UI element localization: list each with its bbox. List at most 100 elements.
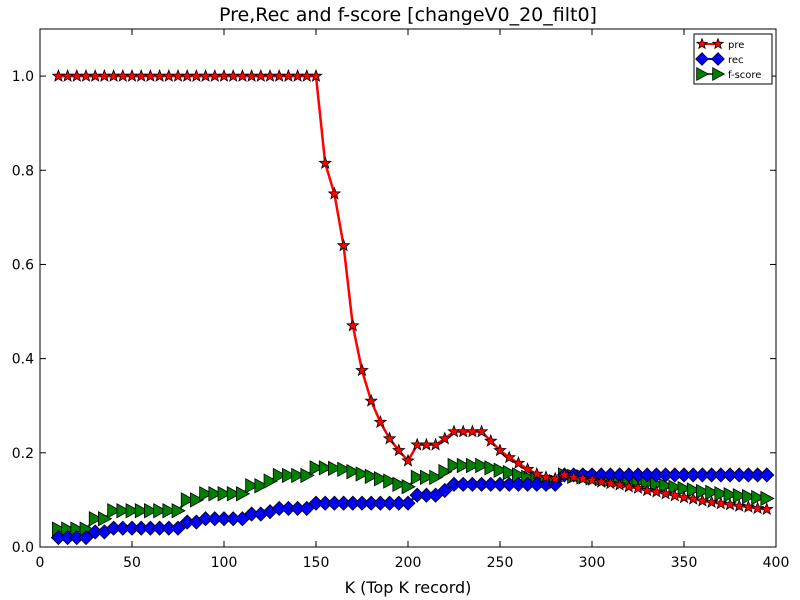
data-point-triangle-right <box>438 463 453 480</box>
data-point-star <box>438 431 452 445</box>
data-point-star <box>327 186 342 200</box>
data-point-triangle-right <box>475 457 490 474</box>
data-point-star <box>382 431 397 445</box>
legend-marker <box>695 52 709 66</box>
data-point-triangle-right <box>447 457 462 474</box>
data-point-star <box>474 424 489 438</box>
data-point-triangle-right <box>162 503 177 519</box>
data-point-triangle-right <box>98 511 113 527</box>
data-point-star <box>714 496 728 510</box>
y-tick-label: 0.2 <box>12 446 34 462</box>
data-point-triangle-right <box>309 460 324 476</box>
axis-ticks <box>39 29 777 548</box>
data-point-triangle-right <box>723 487 738 503</box>
x-tick-label: 300 <box>579 555 606 571</box>
y-tick-labels: 0.0 0.2 0.4 0.6 0.8 1.0 <box>12 69 34 556</box>
data-point-star <box>401 453 415 467</box>
data-point-triangle-right <box>245 478 260 494</box>
data-point-star <box>723 497 737 511</box>
data-point-triangle-right <box>429 469 444 485</box>
x-tick-label: 100 <box>211 555 238 571</box>
data-point-triangle-right <box>374 471 389 487</box>
data-point-star <box>640 483 654 497</box>
legend-marker <box>712 67 726 81</box>
data-point-star <box>612 477 627 491</box>
data-point-triangle-right <box>254 478 269 494</box>
data-point-triangle-right <box>705 484 720 501</box>
data-point-triangle-right <box>392 476 407 493</box>
data-point-star <box>576 471 590 485</box>
data-point-triangle-right <box>484 460 499 476</box>
data-point-triangle-right <box>751 489 766 506</box>
data-point-triangle-right <box>502 464 518 481</box>
data-point-triangle-right <box>355 466 370 482</box>
data-point-triangle-right <box>236 486 251 502</box>
data-point-triangle-right <box>410 469 426 485</box>
data-point-star <box>677 490 691 504</box>
legend-marker <box>696 67 710 81</box>
legend: pre rec f-score <box>693 33 773 85</box>
data-point-star <box>704 495 719 509</box>
data-point-triangle-right <box>364 468 380 485</box>
data-point-star <box>318 156 332 169</box>
data-point-triangle-right <box>88 511 104 527</box>
x-tick-label: 250 <box>487 555 514 571</box>
y-tick-label: 0.4 <box>12 352 34 368</box>
data-point-diamond <box>400 495 416 511</box>
data-point-triangle-right <box>493 462 508 478</box>
data-point-triangle-right <box>171 503 186 519</box>
legend-marker <box>695 37 709 50</box>
data-point-star <box>373 415 388 428</box>
data-point-triangle-right <box>134 503 150 519</box>
data-point-star <box>585 472 599 486</box>
data-point-triangle-right <box>116 503 131 519</box>
data-point-triangle-right <box>272 467 288 484</box>
data-point-star <box>658 486 673 500</box>
data-point-triangle-right <box>466 457 481 474</box>
data-point-star <box>511 456 526 469</box>
x-tick-label: 150 <box>303 555 330 571</box>
data-point-triangle-right <box>696 483 711 500</box>
data-point-triangle-right <box>144 503 159 519</box>
data-point-triangle-right <box>420 469 435 485</box>
data-point-star <box>566 470 581 484</box>
x-tick-label: 200 <box>395 555 422 571</box>
data-point-triangle-right <box>282 467 297 484</box>
data-point-star <box>732 498 746 512</box>
legend-label: rec <box>728 55 744 66</box>
data-point-triangle-right <box>318 460 334 476</box>
data-point-star <box>668 488 682 502</box>
y-tick-label: 0.8 <box>12 163 34 179</box>
x-tick-label: 50 <box>123 555 141 571</box>
data-point-triangle-right <box>190 492 205 508</box>
data-point-star <box>346 318 360 332</box>
data-point-star <box>686 491 700 505</box>
data-point-diamond <box>78 530 94 546</box>
data-point-triangle-right <box>226 486 242 502</box>
data-point-triangle-right <box>760 490 775 507</box>
data-point-star <box>741 499 756 513</box>
series-pre <box>51 68 774 516</box>
x-axis-label: K (Top K record) <box>345 578 472 597</box>
data-point-star <box>530 466 544 480</box>
data-point-star <box>622 479 636 493</box>
y-tick-label: 0.0 <box>12 540 34 556</box>
data-point-star <box>502 450 516 464</box>
data-point-triangle-right <box>401 479 416 495</box>
series-rec <box>50 467 775 546</box>
data-point-triangle-right <box>742 488 757 505</box>
data-point-diamond <box>547 476 563 492</box>
x-tick-labels: 0 50 100 150 200 250 300 350 400 <box>36 555 790 571</box>
data-point-star <box>520 462 535 476</box>
data-point-triangle-right <box>217 486 232 502</box>
data-point-star <box>548 471 562 485</box>
chart-title: Pre,Rec and f-score [changeV0_20_filt0] <box>219 4 597 26</box>
data-point-triangle-right <box>714 486 729 502</box>
data-point-star <box>760 502 774 516</box>
series-layer <box>50 68 775 546</box>
data-point-triangle-right <box>263 473 278 489</box>
data-point-triangle-right <box>346 463 361 480</box>
data-point-triangle-right <box>199 486 214 502</box>
data-point-star <box>364 393 378 407</box>
x-tick-label: 400 <box>763 555 790 571</box>
